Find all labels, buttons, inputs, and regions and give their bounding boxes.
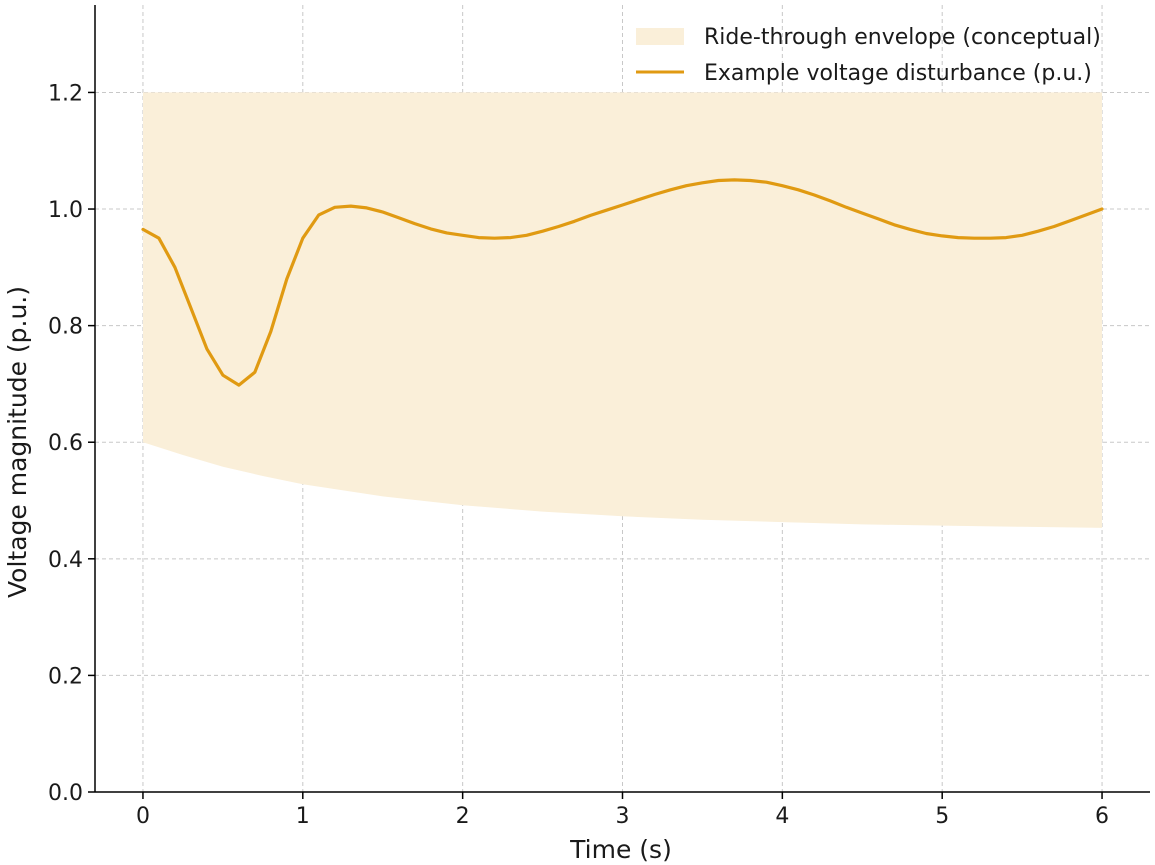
y-tick-label-4: 0.8	[48, 315, 83, 340]
x-tick-label-4: 4	[775, 804, 789, 829]
y-axis-label: Voltage magnitude (p.u.)	[3, 286, 32, 598]
envelope-band	[143, 92, 1102, 528]
legend-label-series: Example voltage disturbance (p.u.)	[704, 61, 1092, 86]
x-tick-label-2: 2	[456, 804, 470, 829]
legend-label-band: Ride-through envelope (conceptual)	[704, 25, 1101, 50]
envelope-band-layer	[143, 92, 1102, 528]
axes	[88, 5, 1150, 799]
x-tick-label-1: 1	[296, 804, 310, 829]
y-tick-label-0: 0.0	[48, 781, 83, 806]
y-tick-label-6: 1.2	[48, 81, 83, 106]
x-tick-label-6: 6	[1095, 804, 1109, 829]
x-tick-label-3: 3	[616, 804, 630, 829]
x-tick-label-5: 5	[935, 804, 949, 829]
y-tick-label-2: 0.4	[48, 548, 83, 573]
legend: Ride-through envelope (conceptual) Examp…	[636, 25, 1101, 86]
series-line-layer	[141, 178, 1104, 387]
x-axis-label: Time (s)	[569, 835, 672, 864]
y-tick-label-3: 0.6	[48, 431, 83, 456]
y-tick-label-1: 0.2	[48, 664, 83, 689]
x-tick-label-0: 0	[136, 804, 150, 829]
y-tick-label-5: 1.0	[48, 198, 83, 223]
legend-swatch-band	[636, 28, 684, 45]
tick-labels: 0 1 2 3 4 5 6 0.0 0.2 0.4 0.6 0.8 1.0 1.2	[48, 81, 1109, 829]
series-line-0	[141, 178, 1104, 387]
